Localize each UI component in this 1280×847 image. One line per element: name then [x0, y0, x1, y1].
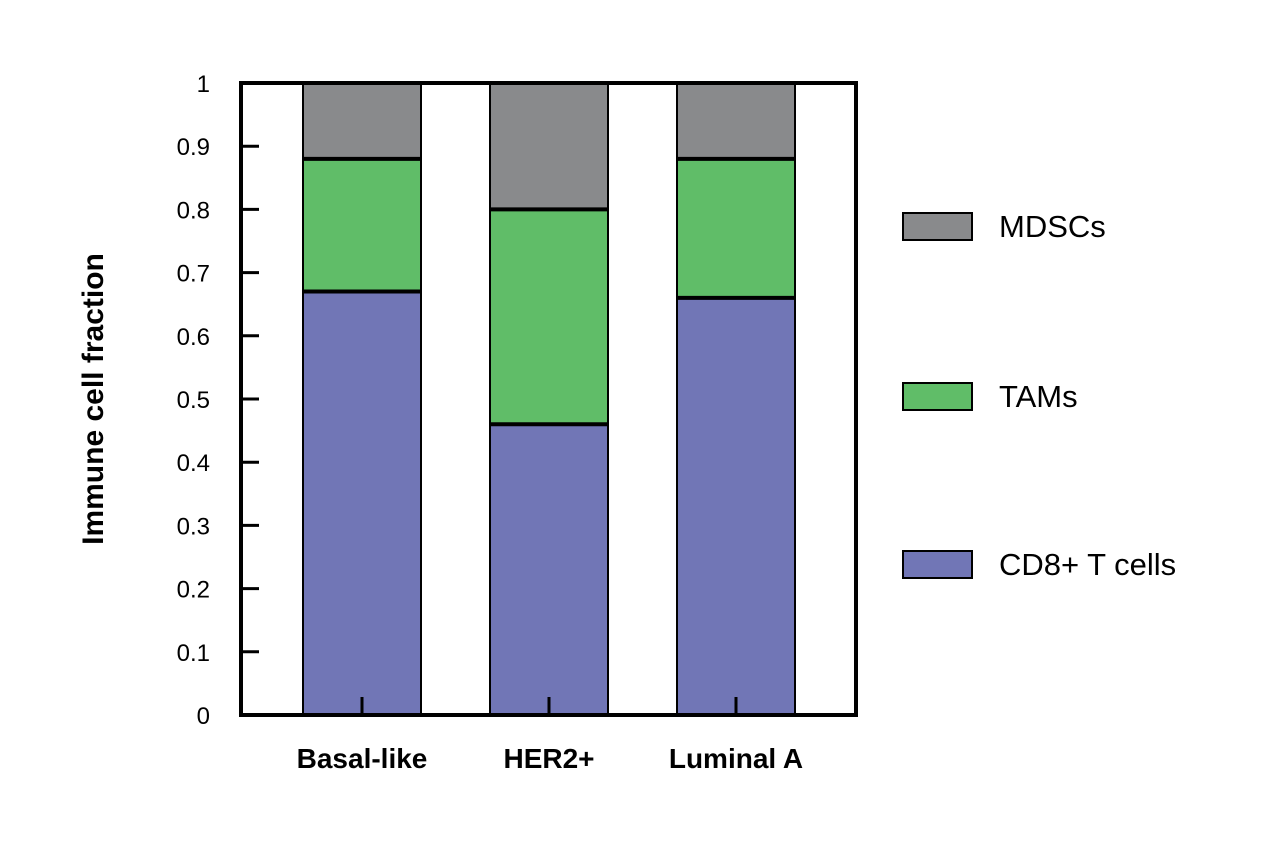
- y-tick-label: 0.5: [177, 387, 210, 414]
- legend: MDSCs TAMs CD8+ T cells: [902, 209, 1176, 582]
- y-tick-label: 0.7: [177, 261, 210, 288]
- y-tick-label: 0: [197, 703, 210, 730]
- x-tick-label: Basal-like: [297, 743, 428, 774]
- legend-swatch: [902, 382, 973, 411]
- y-axis-title: Immune cell fraction: [77, 253, 110, 545]
- legend-swatch: [902, 212, 973, 241]
- y-tick-label: 0.3: [177, 513, 210, 540]
- y-tick-label: 1: [197, 71, 210, 98]
- bar-segment-basal-like-cd8-t-cells: [302, 290, 422, 716]
- bar-segment-basal-like-mdscs: [302, 82, 422, 160]
- y-tick-label: 0.2: [177, 577, 210, 604]
- bar-segment-basal-like-tams: [302, 157, 422, 293]
- y-tick-label: 0.4: [177, 450, 210, 477]
- bars-layer: [302, 82, 796, 716]
- y-axis: 0 0.1 0.2 0.3 0.4 0.5 0.6 0.7 0.8 0.9 1: [177, 71, 259, 730]
- y-tick-label: 0.1: [177, 640, 210, 667]
- bar-segment-her2-mdscs: [489, 82, 609, 211]
- bar-segment-luminal-a-mdscs: [676, 82, 796, 160]
- y-tick-label: 0.9: [177, 134, 210, 161]
- y-tick-label: 0.6: [177, 324, 210, 351]
- legend-swatch: [902, 550, 973, 579]
- x-tick-label: HER2+: [503, 743, 594, 774]
- legend-label: TAMs: [999, 379, 1078, 414]
- bar-segment-her2-tams: [489, 208, 609, 426]
- y-tick-label: 0.8: [177, 197, 210, 224]
- bar-segment-luminal-a-cd8-t-cells: [676, 296, 796, 716]
- legend-label: CD8+ T cells: [999, 547, 1176, 582]
- bar-segment-luminal-a-tams: [676, 157, 796, 299]
- legend-label: MDSCs: [999, 209, 1106, 244]
- x-tick-label: Luminal A: [669, 743, 803, 774]
- bar-segment-her2-cd8-t-cells: [489, 423, 609, 716]
- x-axis: Basal-like HER2+ Luminal A: [297, 697, 803, 774]
